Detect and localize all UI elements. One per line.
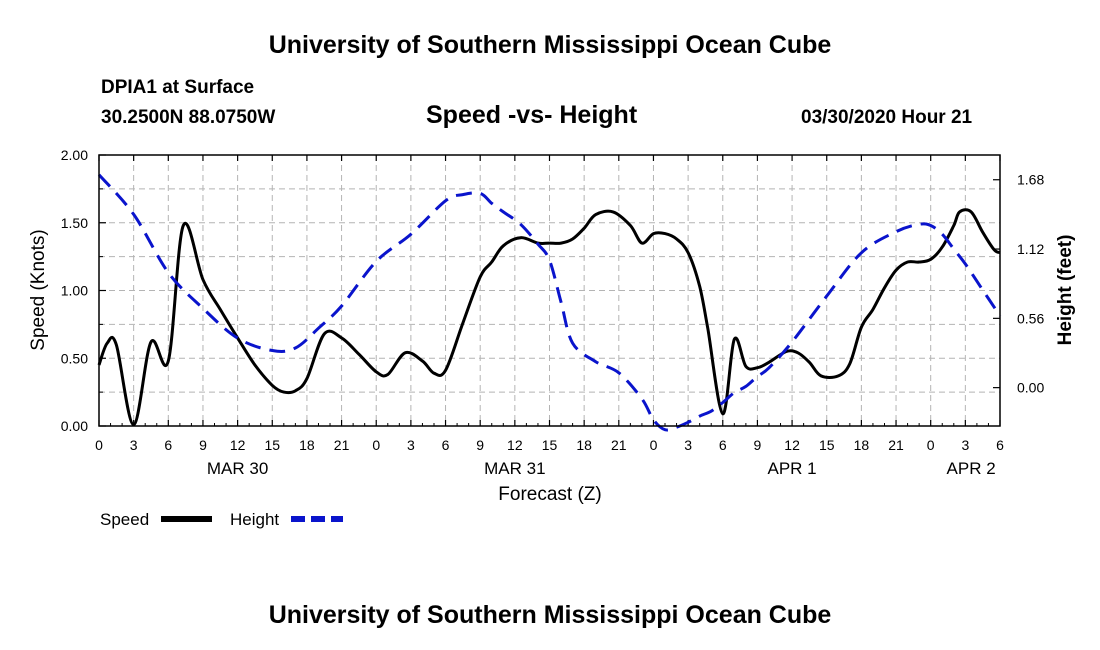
chart-labels: 0 3 6 9 12 15 18 21 0 3 6 9 12 15 18 21 0 3 6 9 12 15 18 21 0 3 6 0…: [28, 147, 1076, 505]
x-tick-label: 12: [784, 437, 800, 453]
x-date-label: MAR 31: [484, 459, 545, 478]
x-tick-label: 0: [927, 437, 935, 453]
location-label: 30.2500N 88.0750W: [101, 107, 276, 128]
x-date-label: APR 2: [947, 459, 996, 478]
x-tick-label: 6: [996, 437, 1004, 453]
plot-frame: [98, 154, 1001, 427]
x-tick-label: 21: [334, 437, 350, 453]
x-tick-label: 18: [854, 437, 870, 453]
speed-series-line: [97, 208, 1001, 427]
station-label: DPIA1 at Surface: [101, 77, 255, 98]
x-axis-title: Forecast (Z): [498, 484, 601, 505]
x-tick-label: 9: [754, 437, 762, 453]
y-right-tick-label: 0.00: [1017, 380, 1044, 396]
x-tick-label: 12: [507, 437, 523, 453]
x-tick-label: 3: [130, 437, 138, 453]
y-right-tick-label: 0.56: [1017, 310, 1044, 326]
y-left-tick-label: 0.00: [61, 418, 88, 434]
x-tick-label: 12: [230, 437, 246, 453]
x-tick-label: 18: [299, 437, 315, 453]
legend-speed-label: Speed: [100, 510, 149, 529]
y-left-tick-label: 1.50: [61, 215, 88, 231]
x-tick-label: 21: [888, 437, 904, 453]
x-tick-label: 3: [684, 437, 692, 453]
x-tick-label: 9: [476, 437, 484, 453]
x-tick-label: 15: [819, 437, 835, 453]
x-tick-label: 0: [372, 437, 380, 453]
datetime-label: 03/30/2020 Hour 21: [801, 107, 973, 128]
x-date-label: APR 1: [768, 459, 817, 478]
x-tick-label: 9: [199, 437, 207, 453]
x-tick-label: 18: [576, 437, 592, 453]
height-series-line: [97, 173, 1002, 432]
x-tick-label: 6: [719, 437, 727, 453]
x-tick-label: 15: [264, 437, 280, 453]
x-date-label: MAR 30: [207, 459, 268, 478]
page-title: University of Southern Mississippi Ocean…: [268, 31, 832, 59]
y-right-axis-title: Height (feet): [1055, 235, 1076, 346]
x-tick-label: 3: [407, 437, 415, 453]
x-tick-label: 6: [164, 437, 172, 453]
x-tick-label: 0: [650, 437, 658, 453]
y-right-tick-label: 1.12: [1017, 241, 1044, 257]
x-tick-label: 6: [442, 437, 450, 453]
chart-series: [97, 173, 1002, 432]
x-tick-label: 15: [542, 437, 558, 453]
chart-grid: [98, 154, 1001, 427]
y-left-axis-title: Speed (Knots): [28, 229, 49, 350]
y-left-tick-label: 0.50: [61, 350, 88, 366]
legend-height-label: Height: [230, 510, 279, 529]
x-tick-label: 3: [961, 437, 969, 453]
x-tick-label: 21: [611, 437, 627, 453]
plot-title: Speed -vs- Height: [426, 101, 638, 129]
chart-legend: Speed Height: [100, 510, 343, 529]
y-left-tick-label: 1.00: [61, 283, 88, 299]
y-right-tick-label: 1.68: [1017, 172, 1044, 188]
x-tick-label: 0: [95, 437, 103, 453]
footer-title: University of Southern Mississippi Ocean…: [268, 601, 832, 629]
y-left-tick-label: 2.00: [61, 147, 88, 163]
